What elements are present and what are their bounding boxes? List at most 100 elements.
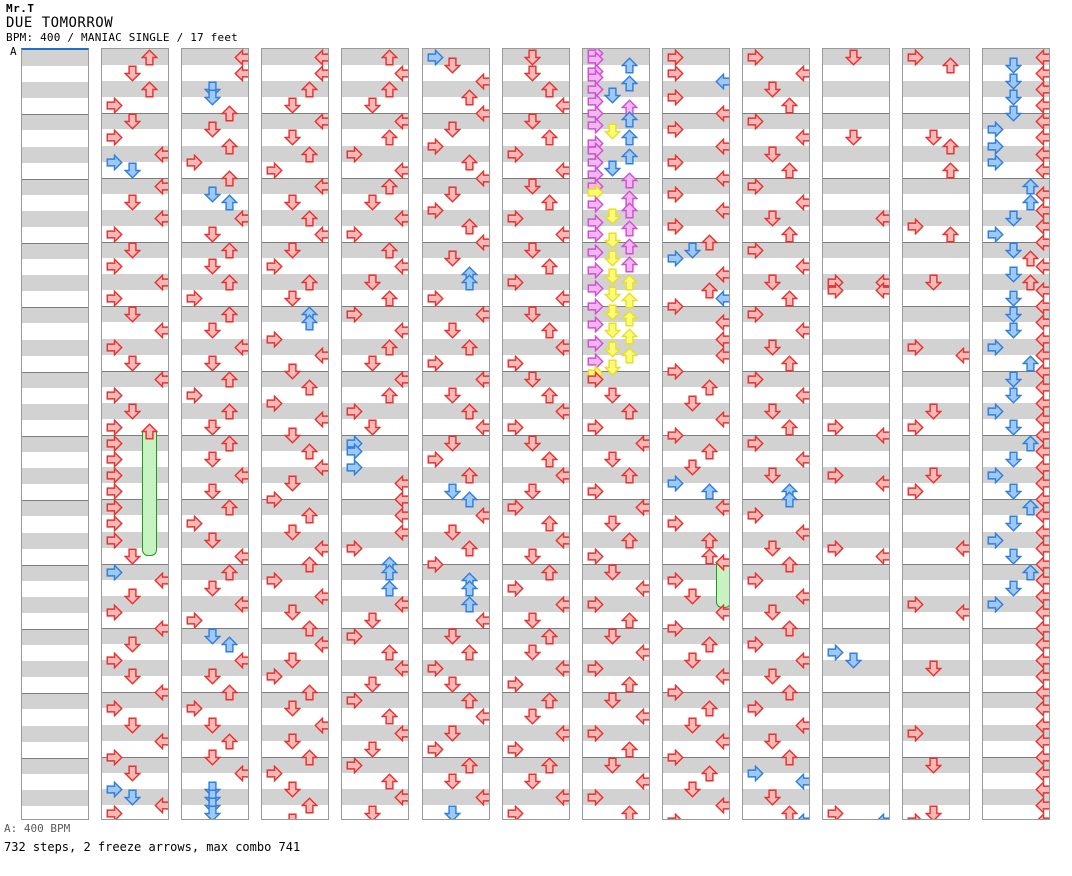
note-arrow-down — [444, 483, 461, 501]
measure-line — [823, 370, 889, 372]
note-arrow-right — [1035, 668, 1050, 686]
note-arrow-left — [186, 153, 203, 171]
note-arrow-up — [941, 161, 959, 179]
beat-stripe — [22, 227, 88, 243]
beat-stripe — [422, 756, 489, 773]
note-arrow-down — [203, 226, 221, 243]
note-arrow-down — [764, 81, 782, 98]
note-arrow-up — [541, 322, 559, 339]
note-arrow-right — [234, 595, 249, 613]
note-arrow-right — [234, 49, 249, 67]
measure-line — [262, 563, 329, 565]
note-arrow-right — [1035, 539, 1050, 557]
measure-line — [182, 113, 249, 115]
beat-stripe — [342, 49, 409, 66]
beat-stripe — [22, 356, 88, 372]
note-arrow-down — [203, 483, 221, 501]
beat-stripe — [823, 338, 889, 355]
beat-stripe — [823, 724, 889, 741]
note-arrow-left — [186, 515, 203, 533]
measure-line — [983, 756, 1050, 758]
measure-line — [102, 563, 169, 565]
note-arrow-down — [604, 564, 622, 581]
note-arrow-up — [220, 105, 238, 122]
note-arrow-left — [507, 274, 524, 292]
measure-line — [502, 177, 569, 179]
beat-stripe — [823, 741, 889, 757]
note-arrow-left — [747, 370, 764, 388]
note-arrow-left — [747, 242, 764, 260]
note-arrow-down — [1004, 306, 1022, 324]
note-arrow-down — [844, 652, 862, 669]
note-arrow-right — [394, 209, 409, 227]
note-arrow-up — [461, 467, 478, 484]
note-arrow-right — [394, 113, 409, 131]
note-arrow-right — [474, 788, 489, 806]
beat-stripe — [743, 162, 809, 178]
note-arrow-right — [554, 225, 569, 243]
beat-stripe — [422, 467, 489, 484]
beat-stripe — [22, 693, 88, 710]
note-arrow-up — [621, 612, 639, 629]
note-arrow-up — [380, 708, 398, 725]
note-arrow-down — [924, 403, 942, 420]
beat-stripe — [342, 209, 409, 226]
note-arrow-down — [524, 113, 542, 131]
note-arrow-up — [941, 57, 959, 74]
beat-stripe — [502, 788, 569, 805]
note-arrow-down — [203, 451, 221, 468]
note-arrow-up — [701, 765, 719, 782]
beat-stripe — [983, 756, 1050, 773]
beat-stripe — [502, 595, 569, 612]
beat-stripe — [422, 242, 489, 259]
note-arrow-right — [1035, 555, 1050, 573]
note-arrow-left — [587, 595, 604, 613]
measure-line — [182, 692, 249, 694]
note-arrow-right — [875, 547, 889, 565]
freeze-arrow-head-up — [140, 423, 158, 440]
note-arrow-up — [220, 403, 238, 420]
note-arrow-down — [363, 805, 381, 819]
beat-stripe — [823, 595, 889, 612]
note-arrow-right — [314, 636, 329, 654]
chart-column-3 — [261, 48, 330, 820]
beat-stripe — [22, 420, 88, 436]
note-arrow-right — [795, 451, 809, 469]
note-arrow-right — [715, 330, 729, 348]
beat-stripe — [22, 371, 88, 388]
note-arrow-up — [300, 145, 318, 163]
beat-stripe — [582, 467, 649, 484]
note-arrow-left — [667, 250, 684, 268]
beat-stripe — [502, 81, 569, 98]
beat-stripe — [823, 708, 889, 724]
note-arrow-right — [234, 209, 249, 227]
note-arrow-up — [220, 499, 238, 516]
beat-stripe — [903, 258, 969, 274]
beat-stripe — [422, 177, 489, 194]
note-arrow-left — [667, 748, 684, 766]
note-arrow-left — [427, 740, 444, 758]
note-arrow-down — [524, 773, 542, 790]
beat-stripe — [742, 595, 809, 612]
note-arrow-right — [314, 113, 329, 131]
note-arrow-left — [987, 225, 1004, 243]
note-arrow-right — [554, 402, 569, 420]
measure-line — [502, 563, 569, 565]
note-arrow-left — [667, 475, 684, 493]
beat-stripe — [502, 756, 569, 773]
note-arrow-up — [621, 292, 639, 309]
measure-line — [742, 628, 809, 629]
note-arrow-right — [875, 475, 889, 493]
note-arrow-right — [634, 772, 649, 790]
note-arrow-up — [621, 220, 639, 237]
beat-stripe — [22, 757, 88, 774]
note-arrow-right — [715, 553, 729, 571]
note-arrow-right — [394, 322, 409, 340]
note-arrow-right — [474, 234, 489, 251]
note-arrow-left — [667, 153, 684, 171]
beat-stripe — [422, 370, 489, 387]
note-arrow-up — [220, 169, 238, 187]
note-arrow-up — [220, 563, 238, 581]
note-arrow-left — [266, 571, 284, 589]
note-arrow-down — [764, 210, 782, 227]
